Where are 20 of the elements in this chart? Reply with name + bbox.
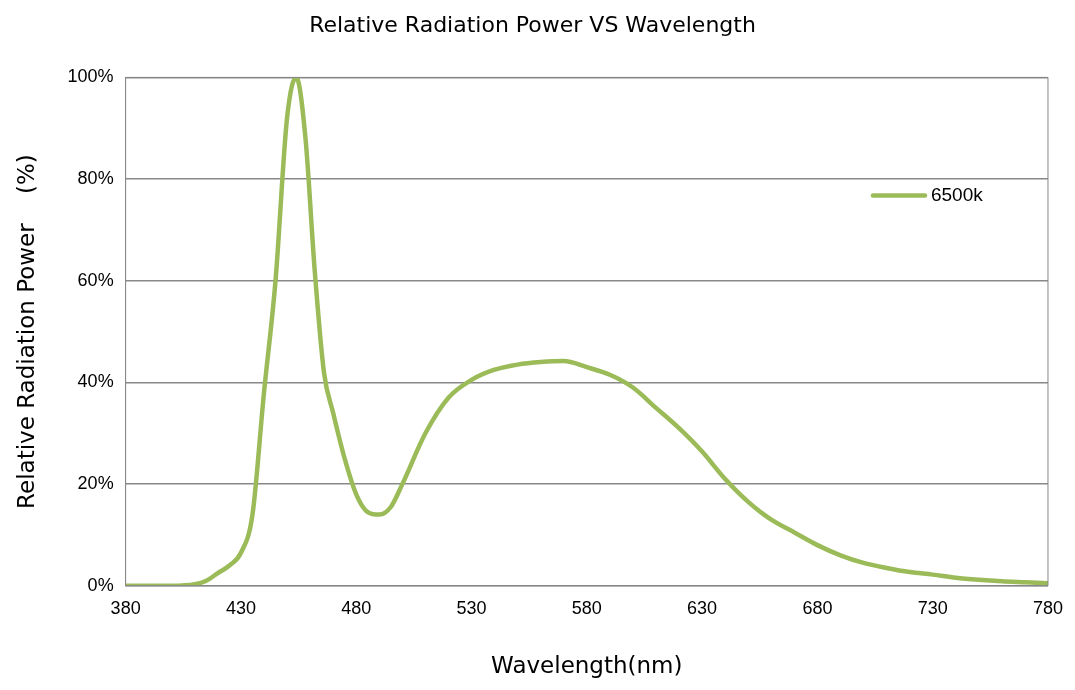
x-tick-label: 630: [687, 597, 718, 618]
y-tick-label: 80%: [77, 168, 114, 189]
x-tick-label: 680: [802, 597, 833, 618]
x-tick-label: 780: [1032, 597, 1064, 618]
y-tick-label: 40%: [77, 371, 114, 392]
legend-label: 6500k: [930, 183, 984, 205]
chart-title: Relative Radiation Power VS Wavelength: [309, 11, 756, 37]
y-tick-label: 100%: [67, 66, 114, 87]
x-tick-label: 730: [917, 597, 948, 618]
x-tick-label: 380: [110, 597, 141, 618]
y-tick-label: 60%: [77, 269, 114, 290]
x-axis-title: Wavelength(nm): [491, 652, 683, 679]
y-tick-label: 0%: [87, 574, 114, 595]
x-tick-label: 530: [456, 597, 487, 618]
x-tick-label: 430: [225, 597, 256, 618]
y-axis-title: Relative Radiation Power (%): [12, 154, 39, 509]
line-series: [125, 77, 1048, 586]
x-tick-label: 580: [571, 597, 602, 618]
x-tick-label: 480: [341, 597, 372, 618]
y-tick-label: 20%: [77, 473, 114, 494]
